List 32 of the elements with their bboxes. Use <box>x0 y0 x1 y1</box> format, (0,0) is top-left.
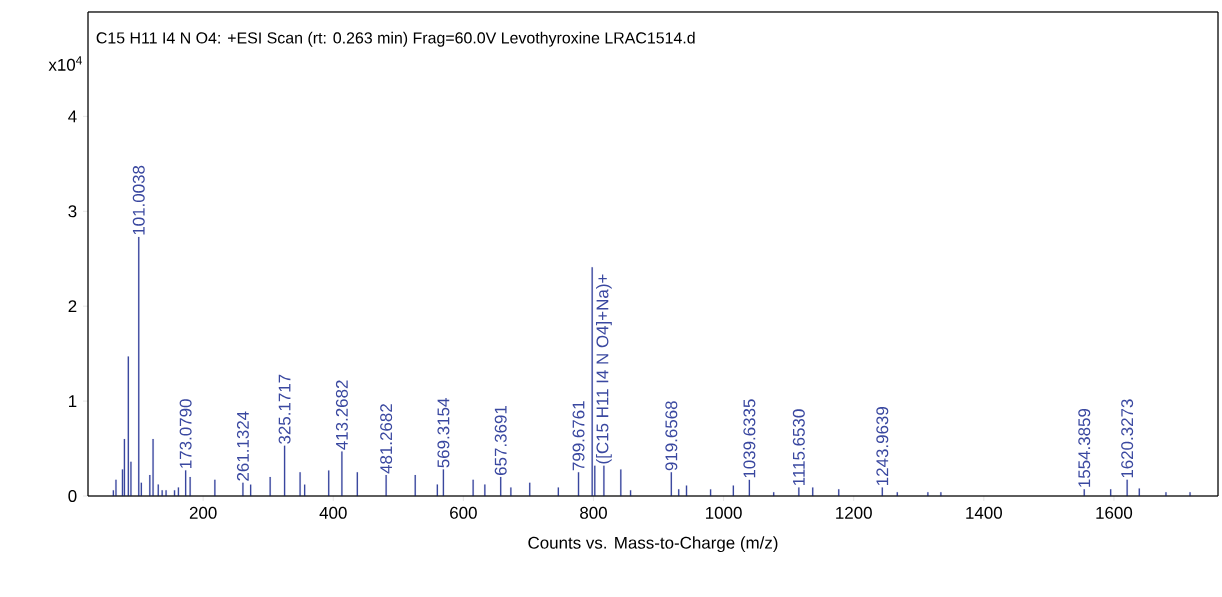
text: C15 H11 I4 N O4: +ESI Scan (rt: 0.263 min) Frag=60.0V Levothyroxine LRAC1514.d <box>96 31 695 47</box>
x-axis-title: Counts vs. Mass-to-Charge (m/z) <box>528 536 778 553</box>
annotation: 1039.6335 <box>743 399 756 478</box>
x-tick-label: 600 <box>450 506 477 519</box>
x-tick-label: 400 <box>319 506 347 519</box>
annotation: 481.2682 <box>380 404 393 474</box>
annotation: 173.0790 <box>179 399 192 468</box>
annotation: 1554.3859 <box>1078 408 1091 487</box>
annotation: 1620.3273 <box>1121 399 1134 478</box>
y-tick-label: 3 <box>68 205 77 218</box>
annotation: 325.1717 <box>278 374 291 444</box>
x-tick-label: 1600 <box>1096 506 1133 519</box>
annotation: 657.3691 <box>494 406 507 475</box>
annotation: 261.1324 <box>236 411 249 481</box>
annotation: 101.0038 <box>132 165 145 235</box>
y-tick-label: 0 <box>68 490 77 502</box>
y-tick-label: 1 <box>69 395 77 407</box>
y-tick-label: 4 <box>68 110 77 123</box>
x-tick-label: 800 <box>580 506 607 519</box>
annotation: 1115.6530 <box>792 409 805 485</box>
text: x10$^{4}$ <box>48 56 82 71</box>
x-tick-label: 1400 <box>966 506 1002 519</box>
annotation: 413.2682 <box>335 380 348 450</box>
y-tick-label: 2 <box>68 300 77 313</box>
annotation: ([C15 H11 I4 N O4]+Na)+ <box>596 274 612 464</box>
x-tick-label: 200 <box>189 506 217 519</box>
x-tick-label: 1200 <box>836 506 872 519</box>
annotation: 569.3154 <box>437 398 450 468</box>
annotation: 799.6761 <box>572 401 585 471</box>
annotation: 919.6568 <box>665 401 678 471</box>
annotation: 1243.9639 <box>876 407 889 485</box>
x-tick-label: 1000 <box>706 506 742 519</box>
